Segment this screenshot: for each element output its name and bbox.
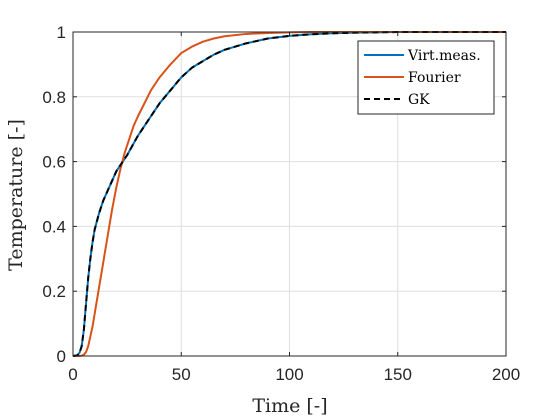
y-tick-label: 1 [57,23,66,42]
y-tick-label: 0.6 [42,153,66,172]
x-tick-label: 50 [172,365,191,384]
x-tick-label: 0 [68,365,77,384]
tick-marks [72,31,507,357]
y-tick-label: 0 [57,347,66,366]
legend-label: Virt.meas. [407,48,481,64]
x-tick-label: 100 [275,365,303,384]
legend-label: Fourier [408,70,461,86]
y-tick-label: 0.2 [42,282,66,301]
legend: Virt.meas. Fourier GK [357,40,495,115]
x-tick-label: 150 [384,365,412,384]
y-tick-label: 0.4 [42,217,66,236]
x-tick-label: 200 [492,365,520,384]
y-tick-label: 0.8 [42,88,66,107]
tick-labels: 0 50 100 150 200 0 0.2 0.4 0.6 0.8 1 [42,23,520,384]
y-axis-title: Temperature [-] [5,119,27,271]
x-axis-title: Time [-] [252,395,327,417]
legend-label: GK [408,92,430,108]
